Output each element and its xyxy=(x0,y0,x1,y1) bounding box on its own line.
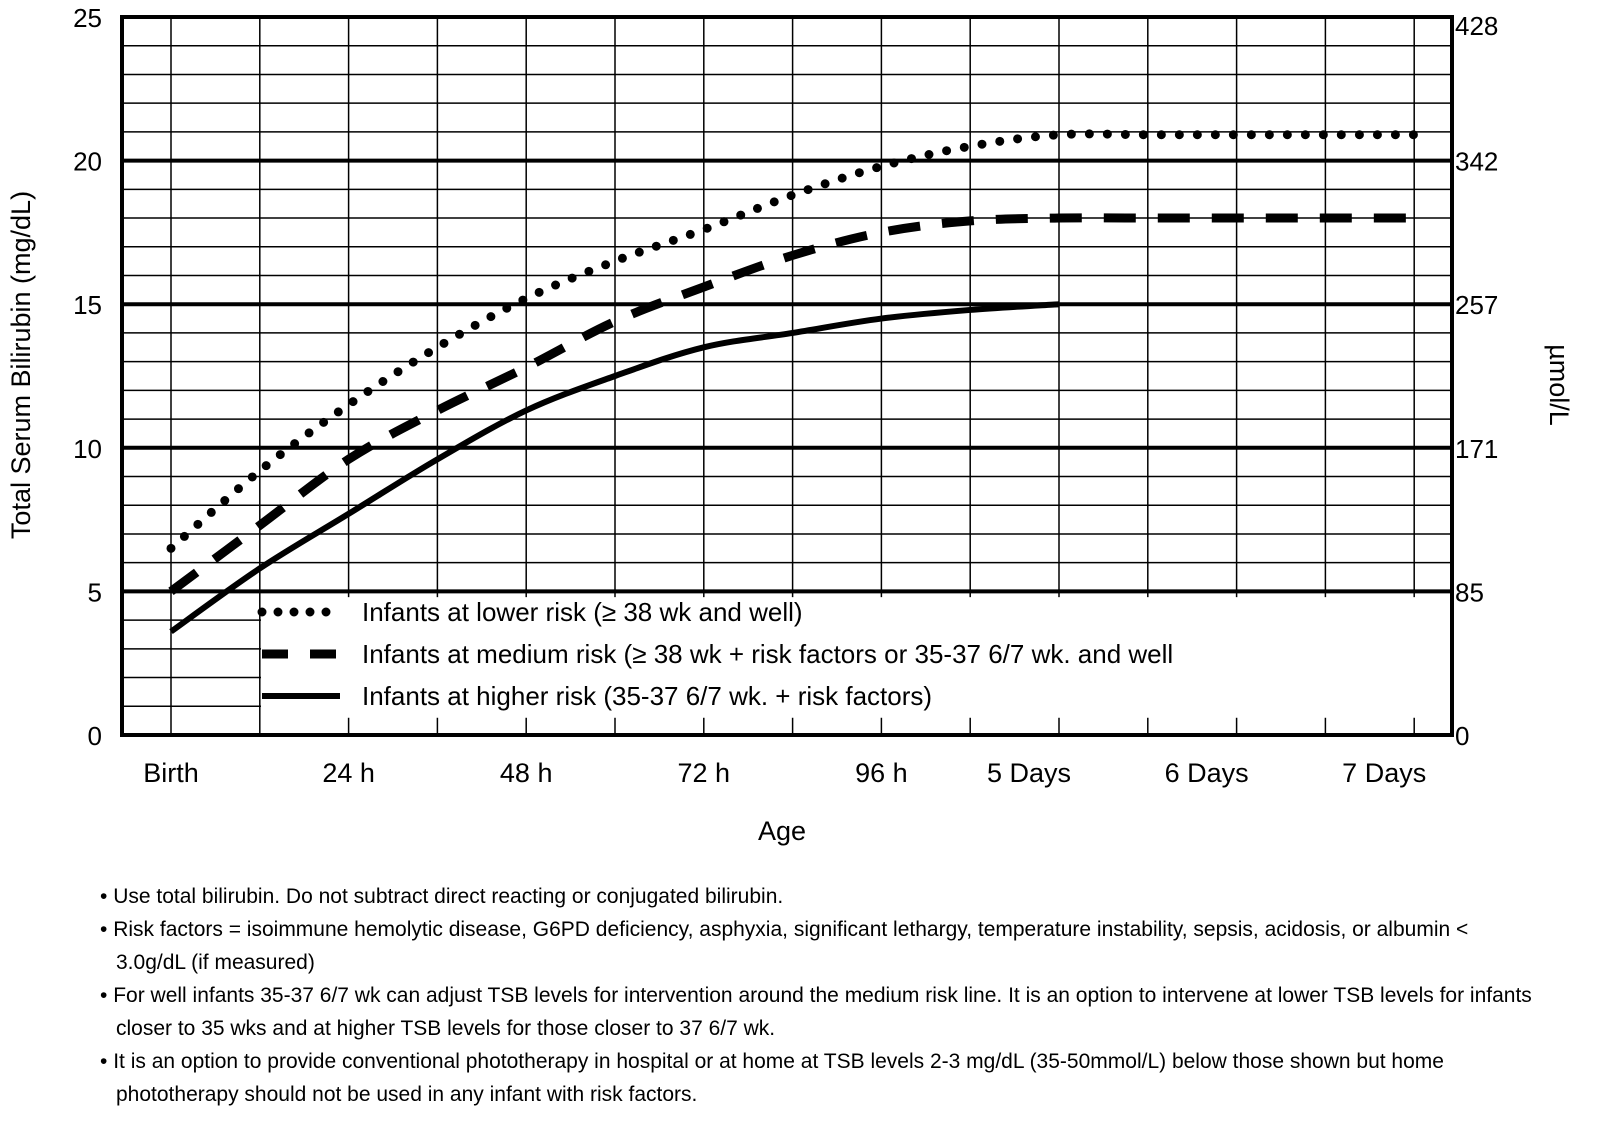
y-tick-label: 25 xyxy=(73,3,102,33)
y-tick-label: 20 xyxy=(73,147,102,177)
x-tick-label: 6 Days xyxy=(1165,758,1249,788)
legend-box xyxy=(261,597,1531,718)
legend-label: Infants at lower risk (≥ 38 wk and well) xyxy=(362,597,803,627)
phototherapy-chart: Infants at lower risk (≥ 38 wk and well)… xyxy=(6,3,1574,846)
legend-label: Infants at medium risk (≥ 38 wk + risk f… xyxy=(362,639,1173,669)
x-tick-label: Birth xyxy=(143,758,199,788)
footnote: It is an option to provide conventional … xyxy=(100,1045,1540,1111)
series-line-dashed xyxy=(168,213,1415,596)
y2-tick-label: 342 xyxy=(1455,147,1498,177)
y2-tick-label: 257 xyxy=(1455,290,1498,320)
x-tick-label: 96 h xyxy=(855,758,908,788)
series-line-solid xyxy=(169,301,1060,635)
y-tick-label: 10 xyxy=(73,434,102,464)
x-axis-title: Age xyxy=(758,816,806,846)
x-tick-label: 7 Days xyxy=(1342,758,1426,788)
footnote: For well infants 35-37 6/7 wk can adjust… xyxy=(100,979,1540,1045)
y-axis-title: Total Serum Bilirubin (mg/dL) xyxy=(6,191,36,539)
y2-tick-label: 428 xyxy=(1455,11,1498,41)
x-tick-label: 5 Days xyxy=(987,758,1071,788)
footnotes: Use total bilirubin. Do not subtract dir… xyxy=(100,880,1540,1111)
y-tick-label: 15 xyxy=(73,290,102,320)
y2-tick-label: 0 xyxy=(1455,721,1469,751)
y2-tick-label: 171 xyxy=(1455,434,1498,464)
footnote: Risk factors = isoimmune hemolytic disea… xyxy=(100,913,1540,979)
x-tick-label: 72 h xyxy=(678,758,731,788)
footnote: Use total bilirubin. Do not subtract dir… xyxy=(100,880,1540,913)
plot-frame xyxy=(120,15,1454,737)
y2-tick-label: 85 xyxy=(1455,577,1484,607)
y-tick-label: 0 xyxy=(88,721,102,751)
x-tick-label: 24 h xyxy=(322,758,375,788)
legend-label: Infants at higher risk (35-37 6/7 wk. + … xyxy=(362,681,932,711)
y-tick-label: 5 xyxy=(88,577,102,607)
y2-axis-title: µmol/L xyxy=(1544,344,1574,426)
x-tick-label: 48 h xyxy=(500,758,553,788)
